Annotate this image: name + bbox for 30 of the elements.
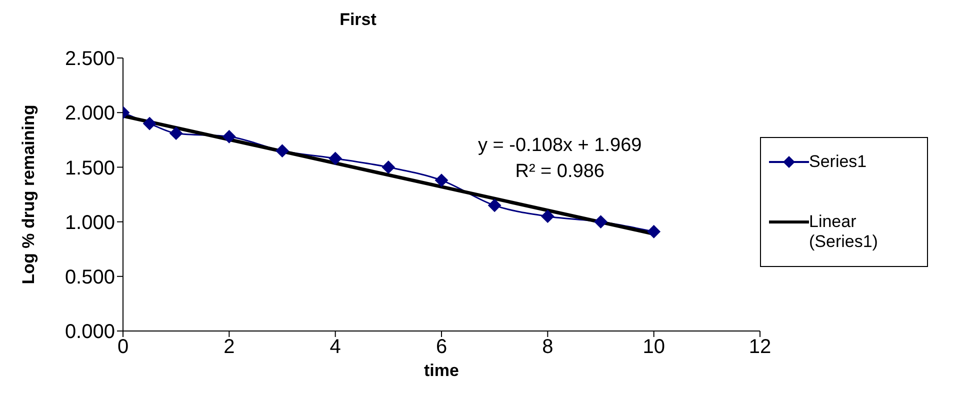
x-tick-label: 6 <box>436 336 448 358</box>
point <box>170 126 183 140</box>
point <box>647 225 660 238</box>
x-tick-label: 0 <box>117 336 129 358</box>
x-tick-label: 2 <box>224 336 235 358</box>
point <box>222 130 236 144</box>
x-tick-label: 12 <box>748 336 772 358</box>
equation-text: y = -0.108x + 1.969 R² = 0.986 <box>478 134 642 184</box>
x-tick-label: 4 <box>330 336 341 358</box>
legend-label: Series1 <box>809 152 867 172</box>
point <box>541 210 554 223</box>
point <box>488 198 502 212</box>
y-tick-label: 1.000 <box>64 212 115 234</box>
x-tick-label: 10 <box>642 336 665 358</box>
point <box>143 117 156 130</box>
point <box>328 152 342 165</box>
x-tick-label: 8 <box>542 336 554 358</box>
point <box>594 215 608 228</box>
point <box>435 174 448 187</box>
chart-title: First <box>338 10 378 30</box>
y-tick-label: 0.000 <box>64 321 115 344</box>
y-tick-label: 2.500 <box>64 48 115 70</box>
y-tick-label: 2.000 <box>64 102 115 125</box>
point <box>276 144 289 158</box>
x-axis-title: time <box>424 361 459 380</box>
y-tick-label: 0.500 <box>64 266 115 288</box>
legend-label: Linear (Series1) <box>809 212 879 252</box>
y-axis-title: Log % drug remaining <box>19 104 38 284</box>
point <box>382 160 395 174</box>
y-tick-label: 1.500 <box>64 157 115 180</box>
